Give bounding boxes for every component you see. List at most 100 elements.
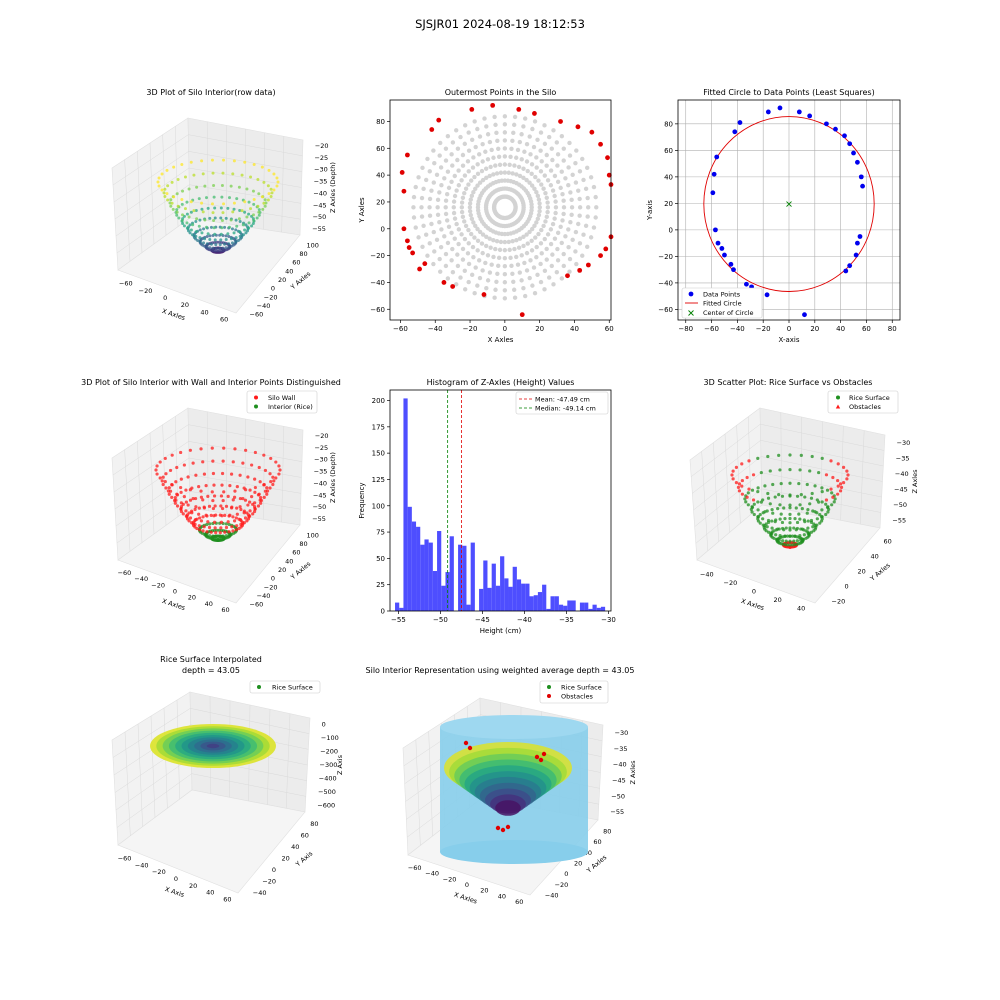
data-point — [257, 208, 261, 212]
data-point — [493, 287, 498, 292]
data-point — [455, 146, 461, 151]
legend-label: Silo Wall — [268, 394, 296, 402]
outer-point — [558, 119, 563, 124]
data-point — [519, 278, 524, 283]
data-point — [267, 192, 271, 196]
data-point — [411, 194, 417, 200]
data-point — [220, 506, 225, 511]
data-point — [778, 503, 782, 507]
data-point — [782, 528, 786, 532]
data-point — [231, 210, 235, 214]
outer-point — [422, 261, 428, 267]
data-point — [256, 178, 260, 182]
data-point — [846, 473, 850, 477]
data-point — [525, 168, 530, 174]
data-point — [229, 237, 233, 241]
data-point — [777, 105, 783, 111]
data-point — [829, 459, 833, 463]
data-point — [460, 195, 466, 200]
data-point — [548, 183, 554, 188]
data-point — [740, 492, 744, 496]
data-point — [181, 222, 185, 226]
data-point — [475, 238, 481, 243]
legend-box — [246, 390, 318, 414]
data-point — [497, 247, 503, 253]
data-point — [549, 146, 554, 151]
data-point — [521, 166, 526, 171]
data-point — [248, 500, 252, 504]
y-axis-label: Y Axis — [293, 849, 314, 869]
data-point — [217, 249, 221, 253]
data-point — [215, 240, 219, 244]
legend-label: Obstacles — [561, 693, 594, 701]
data-point — [223, 242, 227, 246]
data-point — [788, 503, 792, 507]
data-point — [445, 169, 451, 174]
data-point — [809, 518, 814, 523]
data-point — [187, 215, 191, 219]
x-tick-label: 40 — [206, 889, 214, 897]
data-point — [554, 140, 560, 145]
data-point — [231, 529, 235, 533]
data-point — [460, 246, 466, 252]
data-point — [226, 520, 230, 524]
data-point — [227, 196, 231, 200]
data-point — [222, 202, 226, 206]
data-point — [555, 152, 561, 157]
data-point — [442, 234, 447, 239]
data-point — [224, 504, 229, 508]
data-point — [449, 152, 454, 157]
data-point — [591, 225, 597, 230]
data-point — [715, 240, 721, 246]
histogram-bar — [508, 586, 513, 611]
data-point — [175, 213, 179, 217]
data-point — [802, 312, 807, 318]
x-tick-label: −60 — [119, 280, 133, 288]
data-point — [232, 519, 237, 523]
data-point — [751, 473, 756, 477]
z-tick-label: −30 — [615, 729, 629, 737]
data-point — [219, 520, 224, 524]
y-tick-label: 75 — [376, 529, 385, 537]
z-tick-label: −55 — [610, 808, 624, 816]
data-point — [222, 490, 226, 494]
data-point — [542, 268, 548, 273]
data-point — [588, 235, 594, 240]
data-point — [191, 223, 195, 227]
outer-point — [405, 152, 410, 158]
data-point — [544, 163, 549, 168]
data-point — [731, 477, 735, 481]
data-point — [484, 124, 489, 129]
y-tick-label: 20 — [664, 200, 673, 208]
data-point — [512, 114, 518, 120]
legend-box — [539, 680, 609, 704]
data-point — [550, 252, 555, 257]
data-point — [806, 526, 810, 530]
histogram-bar — [542, 584, 547, 611]
data-point — [224, 216, 228, 220]
x-tick-label: 0 — [163, 294, 167, 302]
data-point — [527, 134, 532, 139]
data-point — [238, 496, 243, 501]
data-point — [567, 269, 572, 274]
data-point — [566, 227, 571, 232]
outer-point — [417, 266, 422, 272]
data-point — [522, 260, 527, 266]
data-point — [780, 494, 785, 498]
data-point — [797, 512, 801, 516]
data-point — [473, 223, 478, 229]
data-point — [180, 162, 184, 166]
data-point — [469, 193, 475, 199]
data-point — [528, 258, 533, 263]
data-point — [521, 124, 526, 129]
data-point — [184, 500, 188, 504]
data-point — [224, 534, 228, 538]
data-point — [458, 275, 463, 280]
data-point — [484, 234, 489, 239]
data-point — [218, 531, 222, 535]
data-point — [836, 492, 840, 496]
data-point — [768, 502, 772, 506]
fitted-circle — [703, 116, 875, 292]
data-point — [585, 244, 590, 249]
